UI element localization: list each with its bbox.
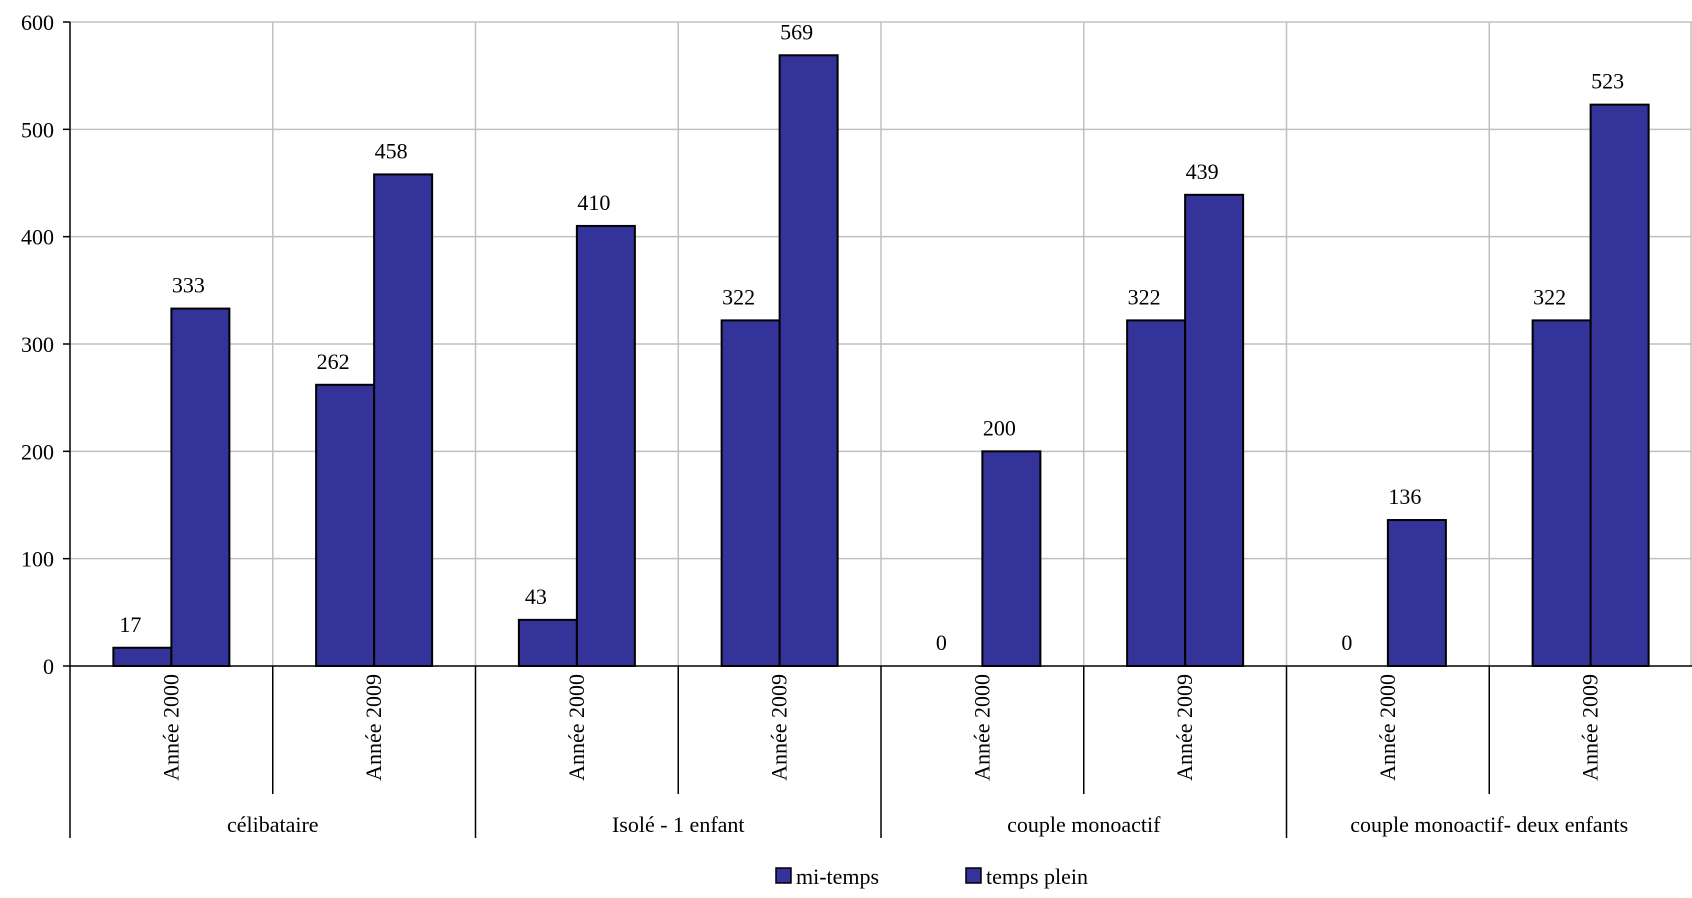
- x-category-label: Année 2009: [767, 674, 792, 781]
- data-label: 333: [172, 273, 205, 298]
- x-group-label: couple monoactif- deux enfants: [1350, 812, 1628, 837]
- x-category-label: Année 2000: [1375, 674, 1400, 781]
- data-label: 322: [1533, 284, 1566, 309]
- grid-lines: [70, 21, 1692, 666]
- legend-label: mi-temps: [796, 864, 879, 889]
- bar: [981, 450, 1042, 668]
- data-label: 0: [936, 630, 947, 655]
- data-label: 439: [1186, 159, 1219, 184]
- y-tick-label: 0: [43, 654, 54, 679]
- x-category-label: Année 2009: [1172, 674, 1197, 781]
- legend-swatch: [965, 867, 982, 884]
- legend: mi-temps temps plein: [775, 864, 1088, 889]
- x-group-label: Isolé - 1 enfant: [612, 812, 745, 837]
- legend-label: temps plein: [986, 864, 1088, 889]
- data-label: 43: [525, 584, 547, 609]
- legend-swatch: [775, 867, 792, 884]
- x-group-label: couple monoactif: [1007, 812, 1161, 837]
- data-label: 262: [317, 349, 350, 374]
- data-label: 458: [375, 138, 408, 163]
- bar: [575, 224, 636, 668]
- y-tick-label: 400: [21, 225, 54, 250]
- x-category-label: Année 2000: [969, 674, 994, 781]
- x-category-label: Année 2000: [564, 674, 589, 781]
- data-label: 17: [119, 612, 141, 637]
- data-label: 136: [1388, 484, 1421, 509]
- y-tick-label: 300: [21, 332, 54, 357]
- data-label: 0: [1341, 630, 1352, 655]
- y-tick-label: 200: [21, 439, 54, 464]
- bars: [112, 54, 1650, 668]
- bar: [1531, 319, 1592, 667]
- bar: [517, 618, 578, 668]
- bar: [170, 307, 231, 667]
- data-label: 322: [1128, 284, 1161, 309]
- bar: [112, 646, 173, 668]
- data-label: 200: [983, 415, 1016, 440]
- y-tick-label: 600: [21, 10, 54, 35]
- bar: [778, 54, 839, 668]
- x-group-label: célibataire: [227, 812, 319, 837]
- data-label: 322: [722, 284, 755, 309]
- bar: [1386, 519, 1447, 667]
- axes: [63, 21, 1692, 838]
- bar: [720, 319, 781, 667]
- labels: 0 100 200 300 400 500 600 17 333 Année 2000 262 458…: [21, 10, 1628, 837]
- bar: [315, 383, 376, 667]
- x-category-label: Année 2000: [158, 674, 183, 781]
- data-label: 523: [1591, 69, 1624, 94]
- y-tick-label: 100: [21, 547, 54, 572]
- bar: [373, 173, 434, 667]
- bar: [1184, 193, 1245, 667]
- y-tick-label: 500: [21, 117, 54, 142]
- x-category-label: Année 2009: [1578, 674, 1603, 781]
- bar: [1589, 103, 1650, 667]
- x-category-label: Année 2009: [361, 674, 386, 781]
- data-label: 569: [780, 19, 813, 44]
- data-label: 410: [577, 190, 610, 215]
- bar: [1126, 319, 1187, 667]
